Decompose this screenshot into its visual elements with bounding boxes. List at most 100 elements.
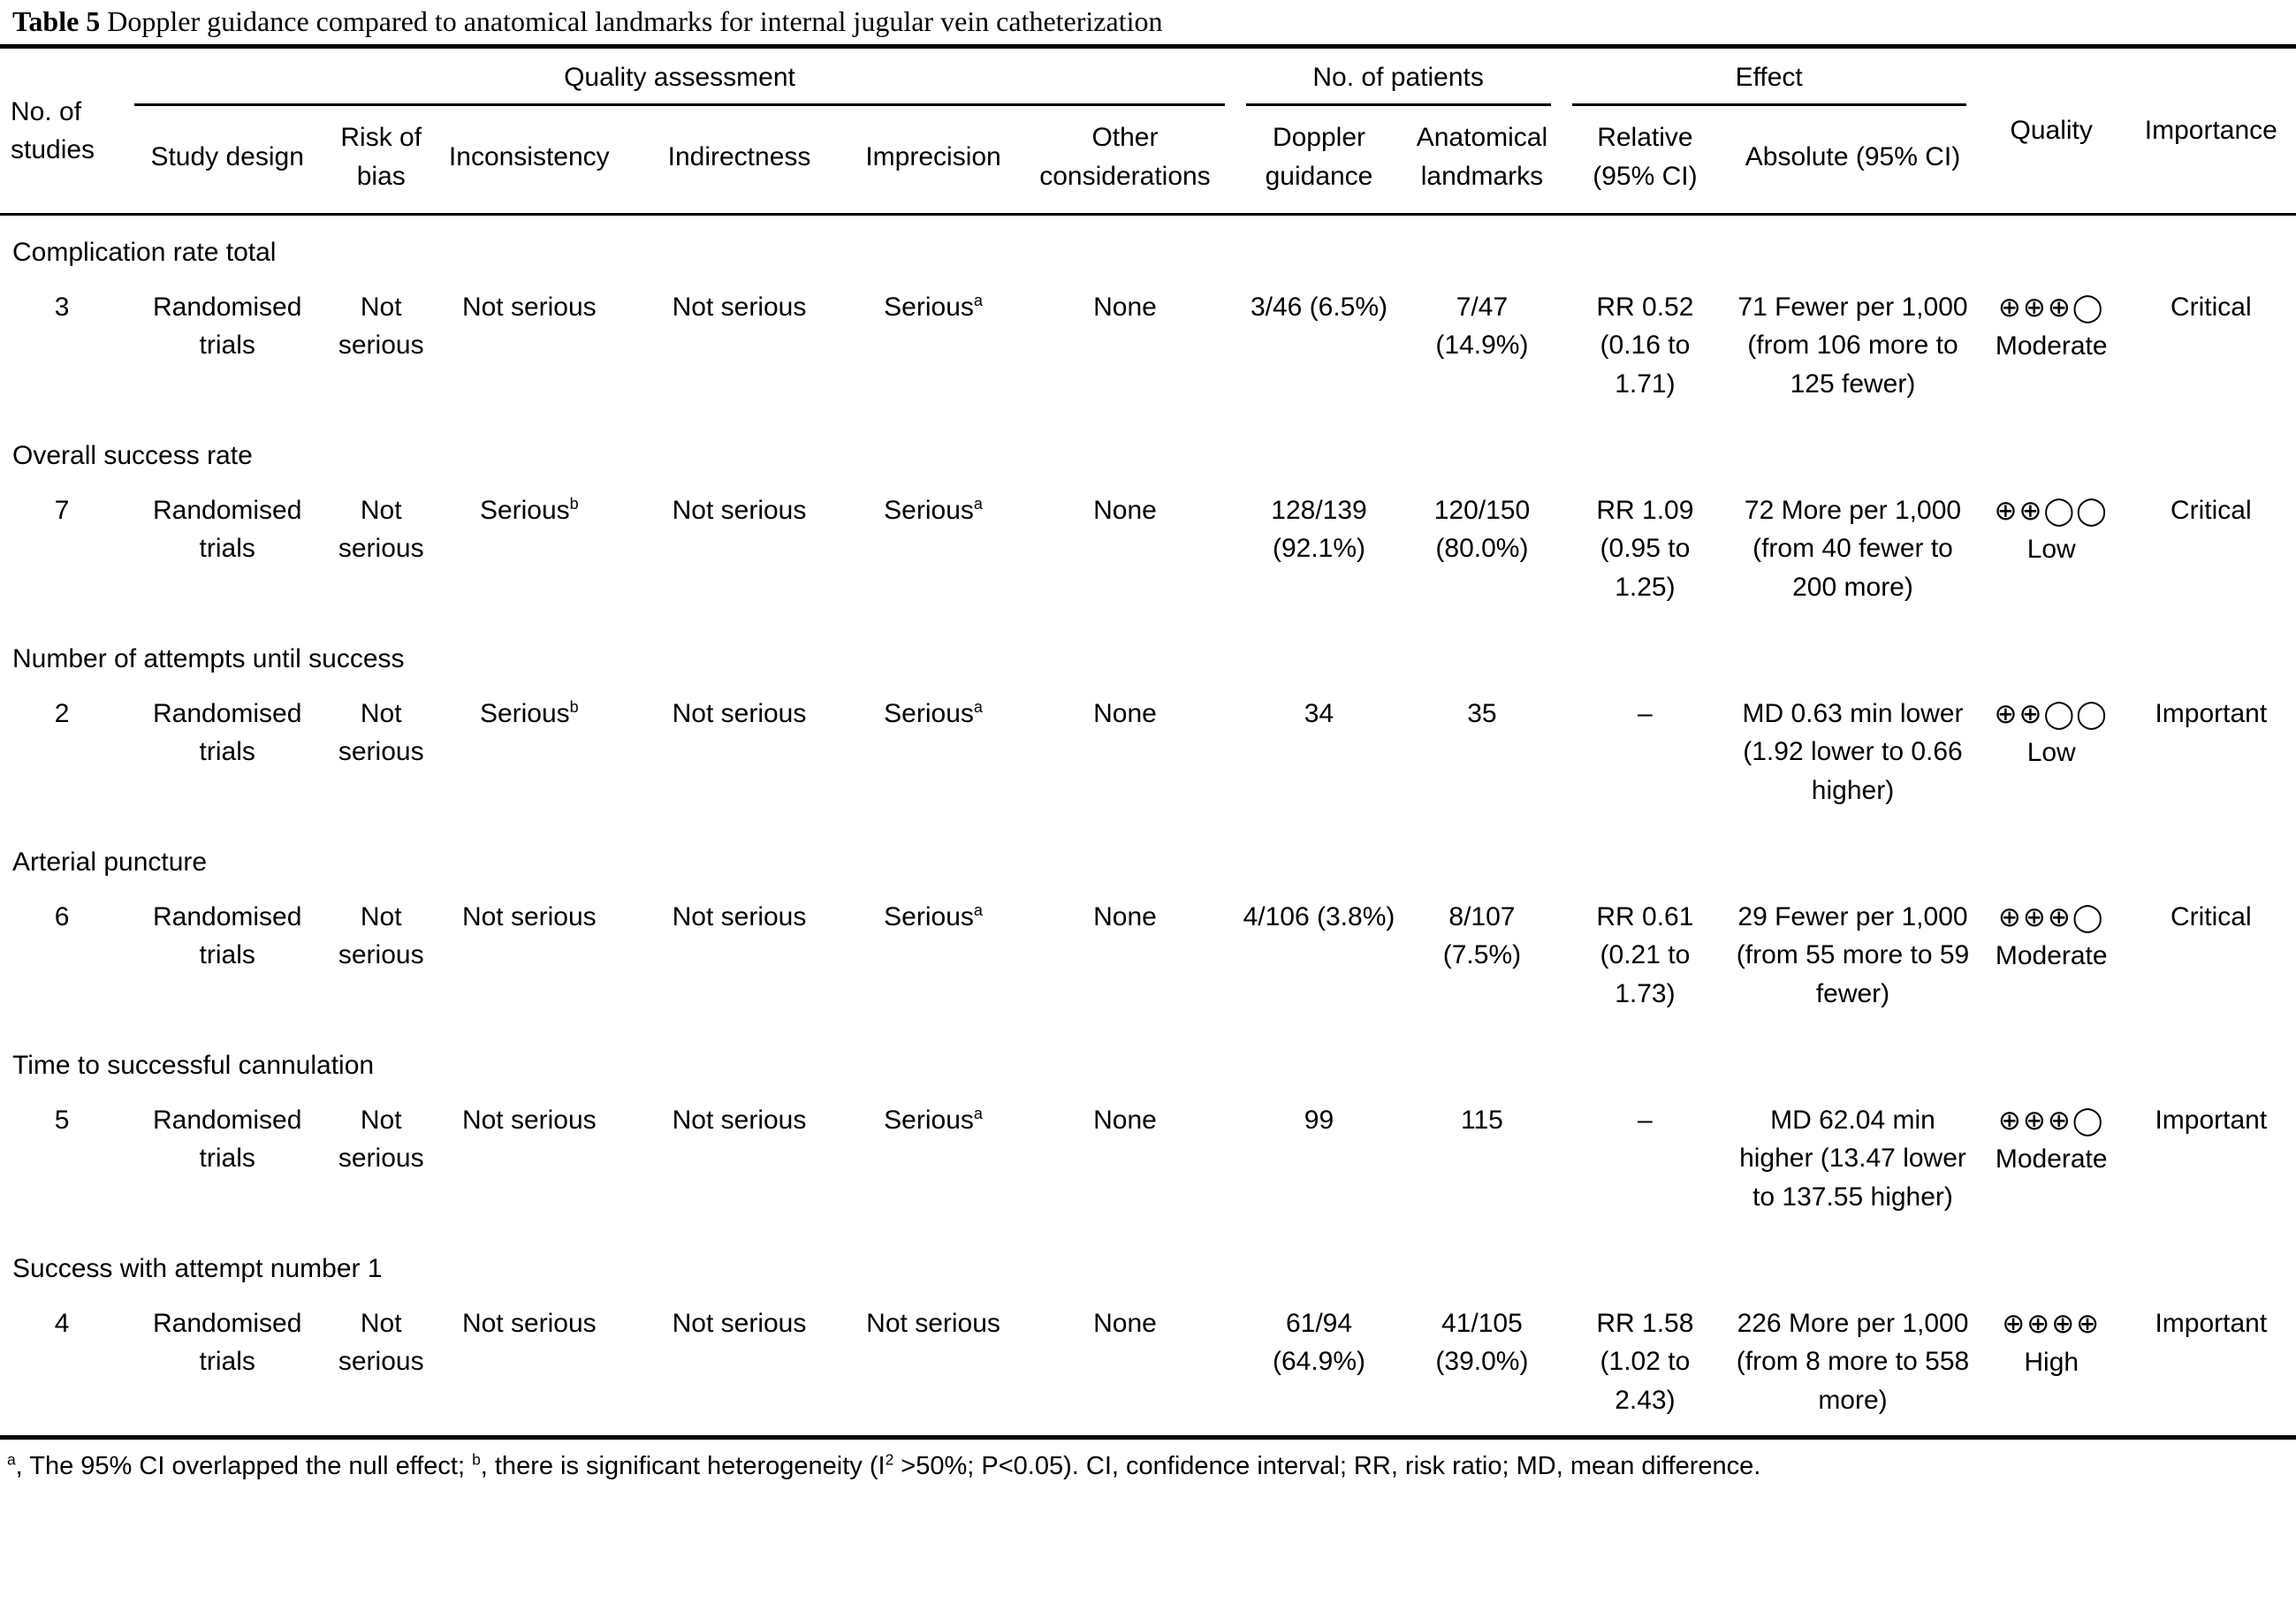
cell-quality: ⊕⊕⊕⊕ High (1977, 1290, 2126, 1438)
cell-importance: Important (2155, 1105, 2268, 1135)
cell-importance: Important (2155, 698, 2268, 728)
col-header-risk-of-bias: Risk of bias (331, 106, 432, 216)
cell-imprecision: Seriousa (884, 697, 983, 728)
cell-no-of-studies: 5 (54, 1105, 70, 1135)
cell-absolute-effect: 71 Fewer per 1,000 (from 106 more to 125… (1737, 292, 1968, 399)
cell-doppler-guidance: 128/139 (92.1%) (1271, 495, 1367, 564)
section-title: Success with attempt number 1 (12, 1254, 383, 1283)
cell-importance: Important (2155, 1308, 2268, 1338)
cell-absolute-effect: 72 More per 1,000 (from 40 fewer to 200 … (1744, 495, 1962, 602)
col-header-no-of-studies: No. of studies (0, 46, 125, 216)
cell-quality: ⊕⊕⊕◯ Moderate (1977, 884, 2126, 1030)
cell-anatomical-landmarks: 8/107 (7.5%) (1442, 901, 1522, 970)
cell-inconsistency: Seriousb (479, 494, 579, 525)
cell-risk-of-bias: Not serious (338, 1308, 424, 1377)
footnote-marker: a (973, 697, 983, 716)
cell-importance: Critical (2170, 495, 2252, 525)
grade-symbols: ⊕⊕⊕◯ (1997, 291, 2105, 323)
cell-no-of-studies: 7 (54, 495, 70, 525)
cell-other-considerations: None (1093, 1105, 1157, 1135)
cell-absolute-effect: MD 62.04 min higher (13.47 lower to 137.… (1739, 1105, 1966, 1212)
table-row: 7 Randomised trials Not serious Seriousb… (0, 477, 2296, 623)
cell-relative-effect: RR 1.58 (1.02 to 2.43) (1596, 1308, 1694, 1415)
table-row: 2 Randomised trials Not serious Seriousb… (0, 680, 2296, 826)
cell-study-design: Randomised trials (152, 292, 302, 361)
col-header-relative-ci: Relative (95% CI) (1561, 106, 1730, 216)
cell-quality: ⊕⊕◯◯ Low (1977, 680, 2126, 826)
header-sub-row: Study design Risk of bias Inconsistency … (0, 106, 2296, 216)
cell-doppler-guidance: 4/106 (3.8%) (1243, 901, 1395, 931)
cell-indirectness: Not serious (672, 495, 807, 525)
cell-no-of-studies: 6 (54, 901, 70, 931)
group-header-effect: Effect (1562, 47, 1977, 106)
cell-doppler-guidance: 34 (1304, 698, 1334, 728)
cell-imprecision: Seriousa (884, 1104, 983, 1135)
cell-relative-effect: – (1638, 698, 1653, 728)
cell-inconsistency: Not serious (461, 292, 597, 322)
grade-label: Moderate (1995, 331, 2108, 361)
header-group-row: No. of studies Quality assessment No. of… (0, 46, 2296, 216)
cell-risk-of-bias: Not serious (338, 292, 424, 361)
cell-indirectness: Not serious (672, 1105, 807, 1135)
section-row: Success with attempt number 1 (0, 1232, 2296, 1290)
section-title: Overall success rate (12, 441, 253, 470)
col-header-inconsistency: Inconsistency (431, 106, 627, 216)
group-label-effect: Effect (1571, 59, 1966, 106)
cell-no-of-studies: 4 (54, 1308, 70, 1338)
cell-relative-effect: RR 1.09 (0.95 to 1.25) (1596, 495, 1694, 602)
table-title: Table 5 Doppler guidance compared to ana… (0, 0, 2296, 44)
grade-label: High (2024, 1348, 2079, 1378)
cell-inconsistency: Not serious (461, 1308, 597, 1338)
cell-risk-of-bias: Not serious (338, 698, 424, 767)
cell-absolute-effect: 29 Fewer per 1,000 (from 55 more to 59 f… (1736, 901, 1970, 1008)
section-row: Arterial puncture (0, 825, 2296, 884)
table-footnote: a, The 95% CI overlapped the null effect… (0, 1440, 2296, 1485)
col-header-imprecision: Imprecision (851, 106, 1015, 216)
cell-study-design: Randomised trials (152, 698, 302, 767)
cell-indirectness: Not serious (672, 292, 807, 322)
group-header-no-of-patients: No. of patients (1235, 47, 1562, 106)
section-row: Time to successful cannulation (0, 1029, 2296, 1087)
cell-anatomical-landmarks: 120/150 (80.0%) (1433, 495, 1531, 564)
col-header-anatomical-landmarks: Anatomical landmarks (1403, 106, 1562, 216)
table-caption: Doppler guidance compared to anatomical … (100, 5, 1163, 37)
cell-study-design: Randomised trials (152, 901, 302, 970)
cell-study-design: Randomised trials (152, 495, 302, 564)
grade-symbols: ⊕⊕⊕◯ (1997, 1104, 2105, 1136)
cell-indirectness: Not serious (672, 698, 807, 728)
section-title: Arterial puncture (12, 848, 208, 877)
footnote-marker: a (973, 494, 983, 513)
cell-relative-effect: – (1638, 1105, 1653, 1135)
col-header-importance: Importance (2125, 46, 2296, 216)
table-row: 3 Randomised trials Not serious Not seri… (0, 274, 2296, 420)
cell-inconsistency: Seriousb (479, 697, 579, 728)
cell-imprecision: Seriousa (884, 291, 983, 322)
cell-study-design: Randomised trials (152, 1105, 302, 1174)
section-title: Time to successful cannulation (12, 1051, 375, 1080)
footnote-text: , there is significant heterogeneity (I (480, 1452, 886, 1480)
grade-evidence-table: No. of studies Quality assessment No. of… (0, 44, 2296, 1440)
cell-importance: Critical (2170, 901, 2252, 931)
col-header-doppler-guidance: Doppler guidance (1235, 106, 1403, 216)
cell-risk-of-bias: Not serious (338, 1105, 424, 1174)
cell-study-design: Randomised trials (152, 1308, 302, 1377)
footnote-marker: a (973, 1104, 983, 1122)
grade-symbols: ⊕⊕⊕◯ (1997, 901, 2105, 933)
table-row: 5 Randomised trials Not serious Not seri… (0, 1087, 2296, 1233)
footnote-marker-a: a (7, 1450, 16, 1469)
cell-indirectness: Not serious (672, 901, 807, 931)
cell-relative-effect: RR 0.61 (0.21 to 1.73) (1596, 901, 1694, 1008)
group-header-quality-assessment: Quality assessment (124, 47, 1235, 106)
cell-inconsistency: Not serious (461, 901, 597, 931)
cell-quality: ⊕⊕⊕◯ Moderate (1977, 274, 2126, 420)
cell-no-of-studies: 2 (54, 698, 70, 728)
table-number: Table 5 (12, 5, 101, 37)
group-label-no-of-patients: No. of patients (1245, 59, 1551, 106)
cell-risk-of-bias: Not serious (338, 901, 424, 970)
cell-doppler-guidance: 99 (1304, 1105, 1334, 1135)
cell-importance: Critical (2170, 292, 2252, 322)
footnote-text: >50%; P<0.05). CI, confidence interval; … (893, 1452, 1761, 1480)
footnote-marker: b (569, 697, 579, 716)
table-row: 6 Randomised trials Not serious Not seri… (0, 884, 2296, 1030)
